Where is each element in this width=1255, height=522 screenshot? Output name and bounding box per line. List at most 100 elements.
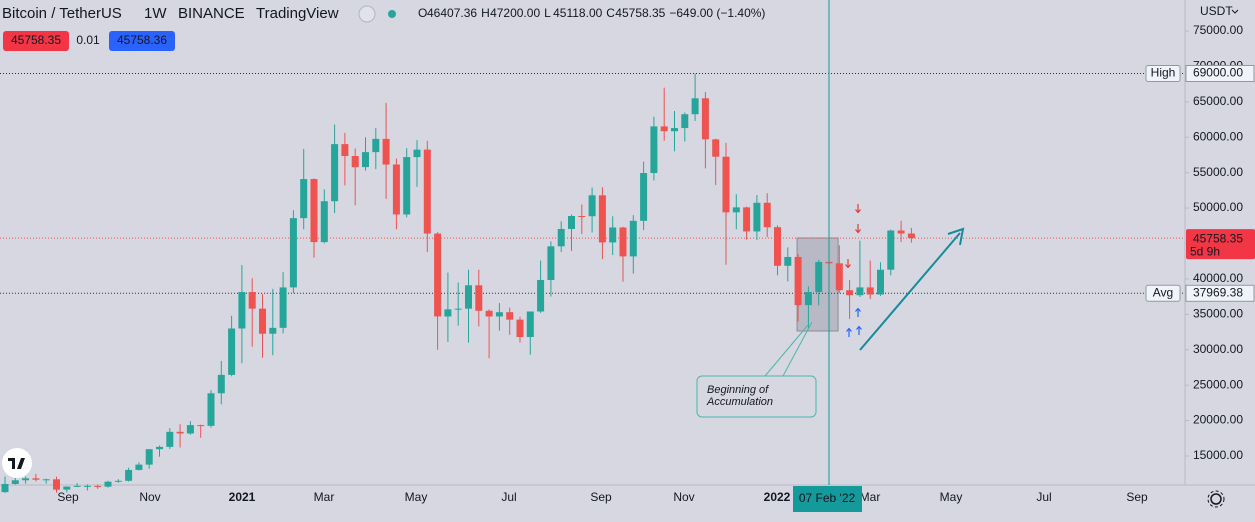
x-tick-label: May bbox=[405, 490, 428, 504]
candle-body bbox=[681, 114, 689, 129]
buy-button[interactable] bbox=[109, 31, 175, 51]
settings-icon-ring bbox=[1207, 490, 1225, 508]
signal-arrow-head bbox=[845, 264, 851, 269]
candle-body bbox=[722, 156, 730, 213]
candle-body bbox=[279, 287, 287, 328]
candle-body bbox=[166, 431, 174, 447]
y-tick-label: 35000.00 bbox=[1193, 306, 1243, 320]
y-tick-label: 25000.00 bbox=[1193, 377, 1243, 391]
candle-body bbox=[331, 144, 339, 202]
candle-body bbox=[83, 485, 91, 487]
signal-arrow-head bbox=[846, 327, 852, 332]
y-tick-label: 15000.00 bbox=[1193, 448, 1243, 462]
x-tick-label: 2021 bbox=[229, 490, 256, 504]
candle-body bbox=[516, 319, 524, 337]
candle-body bbox=[341, 144, 349, 157]
signal-arrow-head bbox=[855, 307, 861, 312]
candle-body bbox=[804, 292, 812, 306]
candle-body bbox=[310, 179, 318, 243]
candle-body bbox=[94, 485, 102, 487]
y-tick-label: 75000.00 bbox=[1193, 23, 1243, 37]
candle-body bbox=[300, 179, 308, 219]
status-dot bbox=[388, 10, 396, 18]
logo-mark bbox=[8, 458, 25, 469]
candle-body bbox=[32, 478, 40, 480]
candle-body bbox=[774, 227, 781, 266]
signal-arrow-head bbox=[855, 229, 861, 234]
trend-arrow-head bbox=[947, 227, 965, 246]
candle-body bbox=[877, 269, 884, 295]
candle-body bbox=[743, 207, 751, 232]
marker-label: High bbox=[1151, 66, 1176, 80]
candle-body bbox=[289, 218, 297, 288]
y-tick-label: 20000.00 bbox=[1193, 413, 1243, 427]
ohlc-key: C bbox=[606, 6, 615, 20]
candle-body bbox=[856, 287, 864, 296]
visibility-icon[interactable] bbox=[358, 5, 376, 23]
x-tick-label: 2022 bbox=[764, 490, 791, 504]
candle-body bbox=[114, 480, 122, 482]
settings-icon[interactable] bbox=[1210, 493, 1222, 505]
currency-caret bbox=[1231, 9, 1239, 14]
x-tick-label: Sep bbox=[590, 490, 612, 504]
candle-body bbox=[423, 149, 431, 234]
y-tick-label: 40000.00 bbox=[1193, 271, 1243, 285]
candle-body bbox=[547, 246, 555, 280]
candle-body bbox=[145, 449, 153, 465]
candle-body bbox=[73, 485, 81, 487]
candle-body bbox=[186, 425, 194, 434]
header-exchange: BINANCE bbox=[178, 5, 245, 22]
candle-body bbox=[835, 263, 843, 291]
x-tick-label: Mar bbox=[860, 490, 881, 504]
trend-arrow bbox=[859, 232, 961, 351]
candle-body bbox=[691, 98, 699, 115]
annotation-pointer bbox=[782, 321, 813, 377]
candle-body bbox=[454, 308, 462, 310]
x-tick-label: May bbox=[940, 490, 963, 504]
candle-body bbox=[392, 164, 400, 215]
candle-body bbox=[485, 310, 493, 317]
candle-body bbox=[42, 479, 50, 481]
candle-body bbox=[578, 216, 586, 218]
last-price-tag bbox=[1186, 229, 1255, 260]
ohlc-key: L bbox=[544, 6, 551, 20]
candle-body bbox=[228, 328, 236, 375]
candle-body bbox=[1, 483, 9, 493]
candle-body bbox=[907, 233, 915, 239]
y-tick-label: 50000.00 bbox=[1193, 200, 1243, 214]
spread: 0.01 bbox=[76, 33, 100, 47]
marker-label: Avg bbox=[1153, 285, 1173, 299]
candle-body bbox=[815, 261, 823, 293]
header-source: TradingView bbox=[256, 5, 339, 22]
ohlc-value: 45758.35 bbox=[615, 6, 665, 20]
crosshair-date-tag bbox=[793, 486, 862, 512]
ohlc-value: 46407.36 bbox=[427, 6, 477, 20]
candle-body bbox=[588, 195, 596, 217]
candle-body bbox=[63, 486, 71, 490]
x-tick-label: Jul bbox=[1036, 490, 1051, 504]
annotation-pointer bbox=[764, 324, 809, 377]
candle-body bbox=[763, 202, 771, 228]
candle-body bbox=[465, 285, 472, 309]
candle-body bbox=[125, 469, 133, 481]
candle-body bbox=[557, 228, 565, 247]
marker-label-box bbox=[1145, 64, 1181, 82]
candle-body bbox=[259, 308, 266, 334]
candle-body bbox=[660, 126, 668, 132]
candle-body bbox=[372, 138, 380, 153]
marker-value-box bbox=[1185, 284, 1255, 302]
ohlc-key: H bbox=[481, 6, 490, 20]
candle-body bbox=[712, 139, 720, 157]
currency[interactable]: USDT bbox=[1200, 4, 1233, 18]
sell-button[interactable] bbox=[3, 31, 69, 51]
candle-body bbox=[495, 312, 503, 317]
candle-body bbox=[217, 374, 225, 394]
candle-body bbox=[413, 149, 421, 158]
sell-price: 45758.35 bbox=[11, 33, 61, 47]
candle-body bbox=[135, 464, 143, 470]
x-tick-label: Nov bbox=[673, 490, 694, 504]
candle-body bbox=[207, 393, 215, 426]
